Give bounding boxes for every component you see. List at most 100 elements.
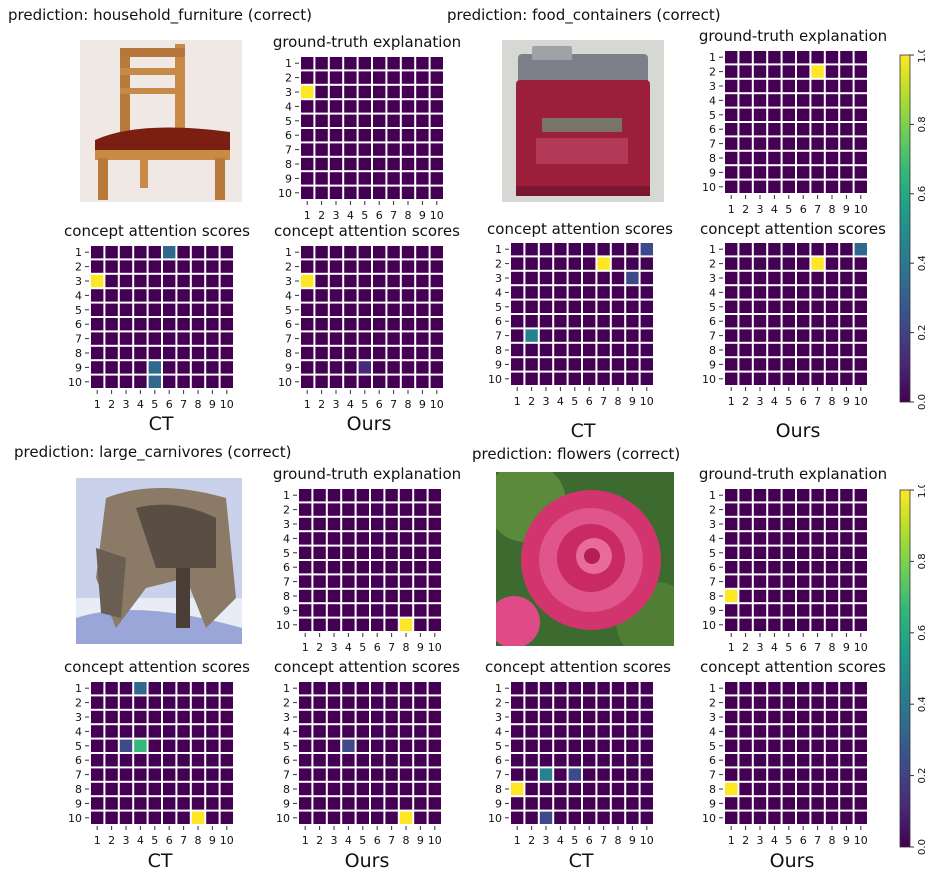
y-tick-label: 4 <box>709 94 716 107</box>
heatmap-cell <box>739 782 752 796</box>
heatmap-cell <box>191 332 205 345</box>
heatmap-cell <box>105 710 118 724</box>
y-tick-label: 5 <box>709 740 716 753</box>
heatmap-cell <box>401 114 415 127</box>
heatmap-cell <box>840 108 853 121</box>
heatmap-cell <box>725 65 738 78</box>
heatmap-cell <box>177 303 190 316</box>
heatmap-cell <box>220 811 233 824</box>
heatmap-cell <box>739 503 752 516</box>
heatmap-cell <box>430 332 443 345</box>
heatmap-cell <box>344 57 357 70</box>
x-tick-label: 7 <box>390 398 397 411</box>
heatmap-cell <box>371 739 384 752</box>
heatmap-cell <box>753 618 767 631</box>
heatmap-cell <box>134 725 147 738</box>
heatmap-cell <box>554 768 567 781</box>
heatmap-cell <box>554 725 567 738</box>
heatmap-cell <box>782 372 795 385</box>
heatmap-cell <box>105 682 118 695</box>
heatmap-cell <box>739 151 752 165</box>
heatmap-cell <box>597 696 610 709</box>
heatmap-cell-highlight <box>568 768 581 781</box>
y-tick-label: 7 <box>283 769 290 782</box>
heatmap-cell <box>344 303 357 316</box>
heatmap-cell <box>385 604 398 617</box>
heatmap-cell <box>753 768 767 781</box>
heatmap-cell <box>768 257 781 270</box>
heatmap-cell <box>134 797 147 810</box>
heatmap-cell <box>725 79 738 93</box>
heatmap-cell <box>768 575 781 588</box>
heatmap-cell <box>371 618 384 631</box>
heatmap-cell <box>134 375 147 388</box>
heatmap-cell <box>753 696 767 709</box>
x-tick-label: 9 <box>419 398 426 411</box>
heatmap-cell <box>568 329 581 342</box>
heatmap-cell <box>854 768 867 781</box>
y-tick-label: 9 <box>495 358 502 371</box>
heatmap-cell <box>329 85 343 99</box>
heatmap-cell <box>344 85 357 99</box>
heatmap-cell <box>854 517 867 531</box>
heatmap-cell <box>206 246 219 259</box>
heatmap-cell <box>782 315 795 328</box>
heatmap-cell <box>539 682 553 695</box>
y-tick-label: 8 <box>285 158 292 171</box>
heatmap-cell <box>430 100 443 113</box>
heatmap-cell <box>416 274 429 288</box>
heatmap-cell <box>373 274 386 288</box>
heatmap-cell <box>597 725 610 738</box>
heatmap-cell-highlight <box>148 375 161 388</box>
heatmap-cell <box>385 489 398 502</box>
heatmap-cell <box>373 100 386 113</box>
heatmap-cell <box>782 123 795 136</box>
heatmap-cell <box>782 546 795 559</box>
y-tick-label: 10 <box>488 373 502 386</box>
heatmap-cell <box>768 166 781 179</box>
heatmap-cell <box>554 739 567 752</box>
heatmap-cell <box>91 303 104 316</box>
x-tick-label: 5 <box>359 834 366 847</box>
heatmap-cell <box>782 257 795 270</box>
heatmap-cell <box>401 57 415 70</box>
heatmap-cell <box>811 94 824 107</box>
heatmap-cell <box>854 51 867 64</box>
prediction-label: prediction: flowers (correct) <box>472 445 681 463</box>
heatmap-cell <box>840 725 853 738</box>
heatmap-cell <box>539 782 553 796</box>
x-tick-label: 2 <box>318 209 325 222</box>
heatmap-cell <box>191 696 205 709</box>
heatmap-cell <box>301 289 314 302</box>
x-tick-label: 1 <box>728 834 735 847</box>
heatmap-cell <box>640 768 653 781</box>
heatmap-cell <box>315 186 328 199</box>
heatmap-cell <box>768 343 781 357</box>
heatmap-cell <box>373 332 386 345</box>
heatmap-cell <box>568 739 581 752</box>
heatmap-cell <box>401 332 415 345</box>
heatmap-cell <box>725 315 738 328</box>
heatmap-cell <box>640 782 653 796</box>
heatmap-cell <box>854 315 867 328</box>
heatmap-cell <box>315 57 328 70</box>
heatmap-cell <box>825 65 839 78</box>
heatmap-cell <box>358 114 371 127</box>
heatmap-cell <box>782 782 795 796</box>
heatmap-cell <box>753 137 767 150</box>
heatmap-cell <box>854 710 867 724</box>
heatmap-cell <box>301 375 314 388</box>
heatmap-cell <box>329 143 343 156</box>
heatmap-cell <box>583 372 596 385</box>
heatmap-cell <box>385 589 398 603</box>
y-tick-label: 1 <box>285 57 292 70</box>
heatmap-cell <box>134 303 147 316</box>
x-tick-label: 5 <box>785 834 792 847</box>
x-tick-label: 1 <box>514 834 521 847</box>
heatmap-cell <box>177 346 190 360</box>
x-tick-label: 6 <box>374 641 381 654</box>
heatmap-cell-highlight <box>640 243 653 256</box>
heatmap-cell <box>768 180 781 193</box>
heatmap-cell <box>811 137 824 150</box>
